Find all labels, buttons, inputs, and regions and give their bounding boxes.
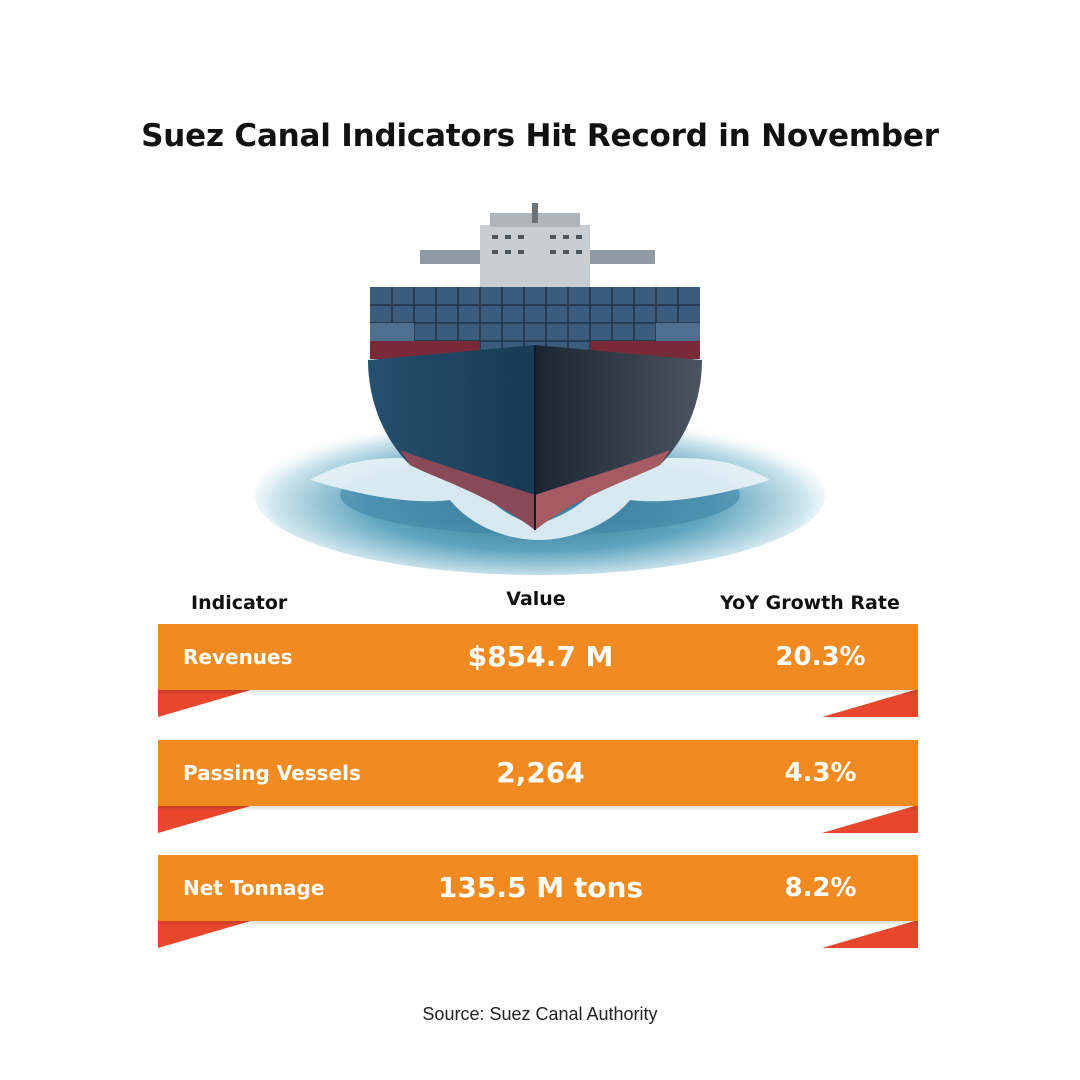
ribbon-fold-right xyxy=(822,689,918,717)
ribbon-fold-left xyxy=(158,920,254,948)
table-row-revenues: Revenues $854.7 M 20.3% xyxy=(158,624,918,724)
ribbon-fold-left xyxy=(158,805,254,833)
chart-title: Suez Canal Indicators Hit Record in Nove… xyxy=(141,118,939,154)
indicator-value: 135.5 M tons xyxy=(437,871,644,904)
ribbon-fold-right xyxy=(822,920,918,948)
indicator-label: Net Tonnage xyxy=(183,876,325,900)
table-row-net-tonnage: Net Tonnage 135.5 M tons 8.2% xyxy=(158,855,918,955)
column-header-value: Value xyxy=(506,588,566,610)
indicator-value: 2,264 xyxy=(496,756,585,789)
container-ship-icon xyxy=(255,203,825,575)
growth-rate: 8.2% xyxy=(784,873,857,903)
table-row-passing-vessels: Passing Vessels 2,264 4.3% xyxy=(158,740,918,840)
ribbon-band: Passing Vessels 2,264 4.3% xyxy=(158,740,918,806)
ribbon-band: Net Tonnage 135.5 M tons 8.2% xyxy=(158,855,918,921)
ribbon-band: Revenues $854.7 M 20.3% xyxy=(158,624,918,690)
indicator-label: Passing Vessels xyxy=(183,761,361,785)
ribbon-fold-right xyxy=(822,805,918,833)
column-header-indicator: Indicator xyxy=(191,592,288,614)
column-header-growth: YoY Growth Rate xyxy=(720,592,900,614)
indicator-label: Revenues xyxy=(183,645,293,669)
growth-rate: 4.3% xyxy=(784,758,857,788)
source-note: Source: Suez Canal Authority xyxy=(422,1004,658,1024)
indicator-value: $854.7 M xyxy=(467,640,614,673)
ribbon-fold-left xyxy=(158,689,254,717)
growth-rate: 20.3% xyxy=(775,642,866,672)
